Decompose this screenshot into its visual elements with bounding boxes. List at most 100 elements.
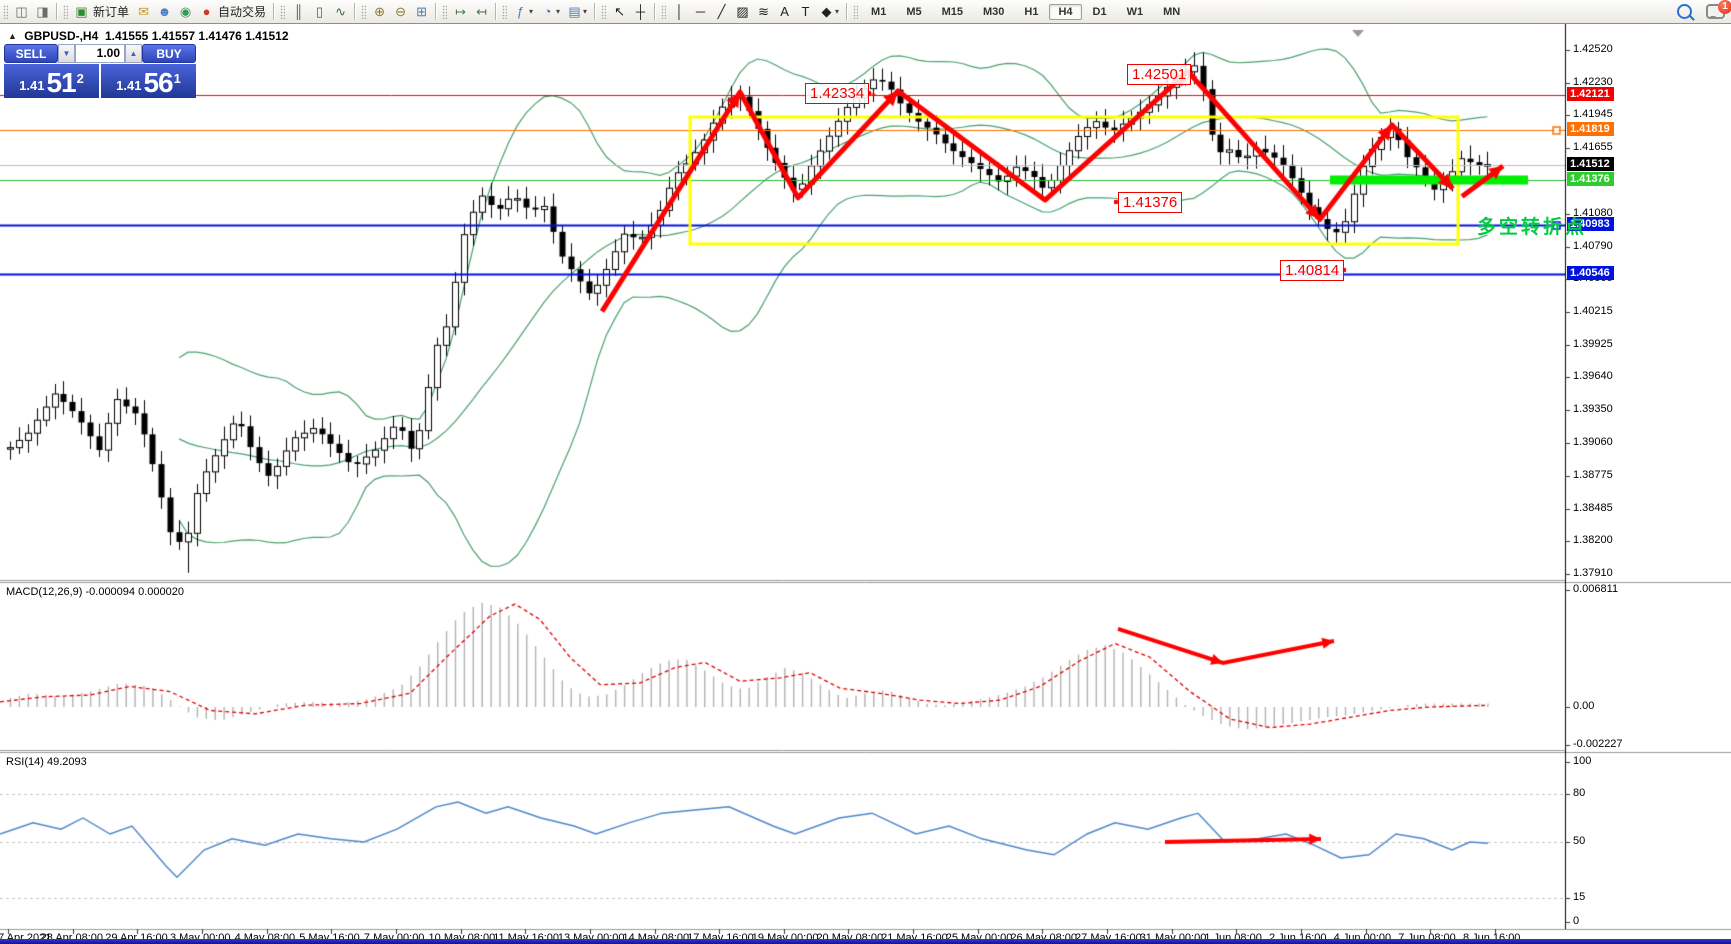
chat-icon[interactable]: 1 <box>1706 0 1731 19</box>
toolbar-separator <box>354 3 356 20</box>
price-tick-label: 1.39925 <box>1573 337 1613 350</box>
macd-indicator-label: MACD(12,26,9) -0.000094 0.000020 <box>6 586 184 598</box>
buy-price-prefix: 1.41 <box>116 78 142 93</box>
line-chart-icon[interactable]: ∿ <box>335 4 346 19</box>
price-annotation-label[interactable]: 1.42334 <box>805 83 870 104</box>
price-badge: 1.41512 <box>1567 156 1614 171</box>
buy-button[interactable]: BUY <box>142 44 196 63</box>
price-tick-label: 1.41945 <box>1573 108 1613 121</box>
cursor-icon[interactable]: ↖ <box>614 4 625 19</box>
zoom-window-icon[interactable]: ◨ <box>36 4 49 19</box>
price-annotation-label[interactable]: 1.42501 <box>1127 64 1192 85</box>
toolbar-grip <box>502 4 508 19</box>
timeframe-button-m15[interactable]: M15 <box>941 5 963 18</box>
timeframe-button-w1[interactable]: W1 <box>1126 5 1144 18</box>
vertical-line-icon[interactable]: │ <box>675 4 684 19</box>
sell-price-prefix: 1.41 <box>19 78 45 93</box>
text-icon[interactable]: A <box>780 4 789 19</box>
buy-price[interactable]: 1.41 56 1 <box>101 64 196 98</box>
volume-down-button[interactable]: ▼ <box>58 44 75 63</box>
sell-button[interactable]: SELL <box>4 44 58 63</box>
toolbar-grip <box>661 4 667 19</box>
community-icon[interactable]: ☻ <box>157 4 172 19</box>
new-order-icon-label[interactable]: 新订单 <box>93 5 130 19</box>
ohlc-open: 1.41555 <box>104 29 149 43</box>
autotrade-icon-label[interactable]: 自动交易 <box>218 5 267 19</box>
search-icon[interactable] <box>1677 4 1692 19</box>
macd-tick-label: -0.002227 <box>1573 738 1623 751</box>
autotrade-icon[interactable]: ● <box>202 4 211 19</box>
price-tick-label: 1.42520 <box>1573 43 1613 55</box>
trendline-icon[interactable]: ╱ <box>717 4 726 19</box>
crosshair-icon[interactable]: ┼ <box>635 4 646 19</box>
rsi-tick-label: 15 <box>1573 891 1586 903</box>
bar-chart-icon[interactable]: ║ <box>293 4 304 19</box>
buy-price-pips: 56 <box>143 67 173 98</box>
shapes-icon[interactable]: ◆ <box>821 4 832 19</box>
fibonacci-icon[interactable]: ≋ <box>758 4 769 19</box>
toolbar-grip <box>853 4 859 19</box>
add-indicator-icon[interactable]: ƒ <box>516 4 525 19</box>
sell-price-pips: 51 <box>46 67 76 98</box>
dropdown-caret-icon[interactable]: ▾ <box>583 7 588 16</box>
toolbar-grip <box>361 4 367 19</box>
price-tick-label: 1.38200 <box>1573 534 1613 546</box>
chart-canvas[interactable] <box>0 24 1731 944</box>
toolbar-grip <box>63 4 68 19</box>
price-annotation-label[interactable]: 1.40814 <box>1280 260 1345 281</box>
rsi-tick-label: 100 <box>1573 755 1592 767</box>
signal-icon[interactable]: ◉ <box>179 4 192 19</box>
dropdown-caret-icon[interactable]: ▾ <box>835 7 840 16</box>
price-tick-label: 1.39060 <box>1573 436 1613 449</box>
dropdown-caret-icon[interactable]: ▾ <box>529 7 534 16</box>
periods-icon[interactable]: ◔ <box>543 4 552 19</box>
one-click-trading-panel: SELL ▼ 1.00 ▲ BUY 1.41 51 2 1.41 56 1 <box>4 44 196 98</box>
chart-shift-icon[interactable]: ↦ <box>455 4 466 19</box>
timeframe-button-h1[interactable]: H1 <box>1024 5 1039 18</box>
tile-windows-icon[interactable]: ⊞ <box>416 4 427 19</box>
chart-title: ▲ GBPUSD-,H4 1.41555 1.41557 1.41476 1.4… <box>8 29 289 43</box>
timeframe-button-m1[interactable]: M1 <box>871 5 887 18</box>
candlestick-chart-icon[interactable]: ▯ <box>315 4 324 19</box>
macd-tick-label: 0.006811 <box>1573 583 1619 596</box>
toolbar-separator <box>654 3 656 20</box>
price-annotation-label[interactable]: 1.41376 <box>1118 192 1183 213</box>
symbol-marker-icon: ▲ <box>8 31 17 41</box>
templates-icon[interactable]: ▤ <box>568 4 581 19</box>
dropdown-caret-icon[interactable]: ▾ <box>556 7 561 16</box>
timeframe-button-m30[interactable]: M30 <box>983 5 1005 18</box>
rsi-tick-label: 0 <box>1573 915 1580 927</box>
label-icon[interactable]: T <box>801 4 810 19</box>
zoom-out-icon[interactable]: ⊖ <box>395 4 406 19</box>
volume-input[interactable]: 1.00 <box>75 44 125 63</box>
sell-price[interactable]: 1.41 51 2 <box>4 64 99 98</box>
price-badge: 1.40983 <box>1567 216 1614 231</box>
timeframe-button-m5[interactable]: M5 <box>906 5 922 18</box>
channel-icon[interactable]: ▨ <box>736 4 749 19</box>
horizontal-line-icon[interactable]: ─ <box>695 4 706 19</box>
new-order-icon[interactable]: ▣ <box>75 4 88 19</box>
auto-scroll-icon[interactable]: ↤ <box>476 4 487 19</box>
buy-price-point: 1 <box>173 71 181 86</box>
price-badge: 1.41376 <box>1567 172 1614 187</box>
price-tick-label: 1.39350 <box>1573 403 1613 416</box>
turning-point-text[interactable]: 多空转折点 <box>1477 217 1588 238</box>
price-tick-label: 1.40790 <box>1573 239 1613 252</box>
volume-up-button[interactable]: ▲ <box>125 44 142 63</box>
zoom-in-icon[interactable]: ⊕ <box>374 4 385 19</box>
timeframe-button-d1[interactable]: D1 <box>1092 5 1107 18</box>
timeframe-button-h4[interactable]: H4 <box>1049 3 1082 20</box>
price-tick-label: 1.40215 <box>1573 304 1613 317</box>
price-badge: 1.40546 <box>1567 266 1614 281</box>
rsi-tick-label: 50 <box>1573 835 1586 847</box>
price-tick-label: 1.38485 <box>1573 501 1613 514</box>
toolbar-separator <box>435 3 437 20</box>
toolbar-separator <box>846 3 848 20</box>
toolbar-separator <box>273 3 275 20</box>
mail-icon[interactable]: ✉ <box>138 4 149 19</box>
ohlc-low: 1.41476 <box>198 29 242 43</box>
toolbar-separator <box>594 3 596 20</box>
timeframe-button-mn[interactable]: MN <box>1163 5 1181 18</box>
chart-panel: ▲ GBPUSD-,H4 1.41555 1.41557 1.41476 1.4… <box>0 24 1731 944</box>
chart-window-icon[interactable]: ◫ <box>15 4 28 19</box>
